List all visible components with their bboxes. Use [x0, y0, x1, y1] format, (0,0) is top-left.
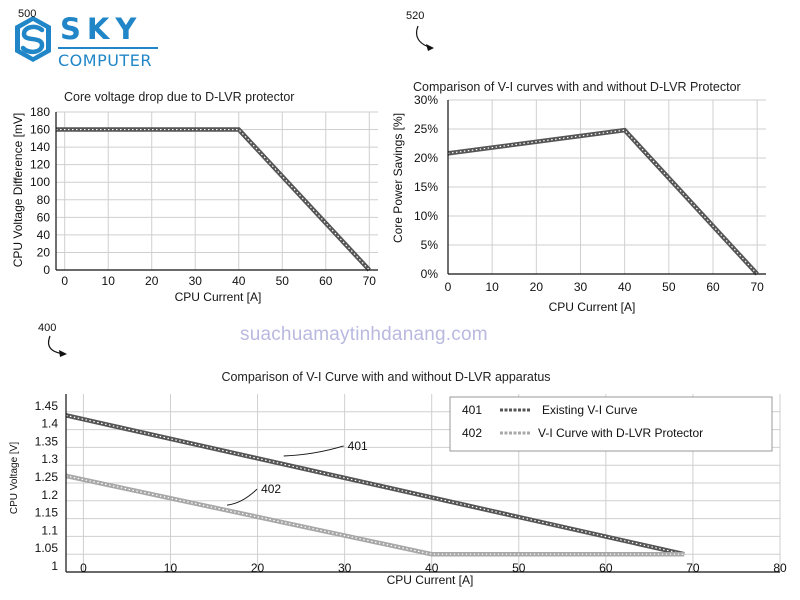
x-tick-label: 0	[80, 561, 87, 575]
annotation-leader	[283, 445, 344, 457]
x-tick-label: 60	[599, 561, 613, 575]
series-line-texture	[56, 128, 370, 271]
x-tick-label: 70	[686, 561, 700, 575]
legend-ref: 402	[462, 426, 482, 440]
y-tick-label: 1.35	[35, 434, 59, 448]
legend-ref: 401	[462, 403, 482, 417]
x-tick-label: 20	[251, 561, 265, 575]
x-axis-label: CPU Current [A]	[549, 300, 636, 314]
y-tick-label: 1.15	[35, 506, 59, 520]
figure-ref-500: 500	[18, 8, 37, 20]
brand-name-computer: COMPUTER	[58, 51, 152, 70]
x-tick-label: 0	[445, 280, 452, 294]
series-401	[65, 413, 685, 557]
chart-title: Core voltage drop due to D-LVR protector	[64, 90, 294, 104]
y-tick-label: 20%	[414, 151, 438, 165]
y-tick-label: 1.1	[41, 523, 58, 537]
series-line-texture	[447, 129, 758, 275]
x-axis-label: CPU Current [A]	[387, 573, 474, 587]
y-tick-label: 1.05	[35, 541, 59, 555]
y-tick-label: 160	[30, 123, 50, 137]
y-tick-label: 1.45	[35, 399, 59, 413]
x-tick-label: 40	[618, 280, 632, 294]
chart-title: Comparison of V-I curves with and withou…	[413, 80, 741, 94]
x-tick-label: 80	[773, 561, 787, 575]
y-tick-label: 180	[30, 105, 50, 119]
x-tick-label: 0	[61, 274, 68, 288]
x-tick-label: 70	[750, 280, 764, 294]
y-tick-label: 1.3	[41, 452, 58, 466]
annotation-label: 402	[261, 482, 281, 496]
x-tick-label: 20	[145, 274, 159, 288]
y-tick-label: 0	[43, 263, 50, 277]
y-tick-label: 1.25	[35, 470, 59, 484]
sky-computer-logo-icon	[15, 16, 51, 62]
y-tick-label: 1	[51, 559, 58, 573]
brand-name-sky: SKY	[60, 12, 143, 46]
figure-ref-520: 520	[406, 10, 425, 22]
y-tick-label: 10%	[414, 209, 438, 223]
x-tick-label: 30	[574, 280, 588, 294]
x-tick-label: 10	[102, 274, 116, 288]
series-line-texture	[65, 414, 685, 555]
y-tick-label: 5%	[421, 238, 439, 252]
x-tick-label: 50	[662, 280, 676, 294]
annotation-401: 401	[283, 439, 368, 457]
y-axis-label: CPU Voltage Difference [mV]	[11, 113, 25, 268]
x-tick-label: 60	[319, 274, 333, 288]
x-tick-label: 40	[425, 561, 439, 575]
y-tick-label: 0%	[421, 267, 439, 281]
x-tick-label: 50	[512, 561, 526, 575]
y-tick-label: 140	[30, 140, 50, 154]
x-tick-label: 70	[363, 274, 377, 288]
x-tick-label: 30	[338, 561, 352, 575]
y-axis-label: Core Power Savings [%]	[391, 113, 405, 243]
y-tick-label: 100	[30, 175, 50, 189]
x-tick-label: 20	[530, 280, 544, 294]
x-tick-label: 30	[189, 274, 203, 288]
y-tick-label: 15%	[414, 180, 438, 194]
y-axis-label: CPU Voltage [V]	[9, 442, 20, 514]
y-tick-label: 80	[37, 193, 51, 207]
brand-divider	[58, 47, 158, 49]
legend-label: Existing V-I Curve	[542, 403, 638, 417]
y-tick-label: 1.2	[41, 488, 58, 502]
figure-ref-400: 400	[38, 322, 57, 334]
x-tick-label: 50	[276, 274, 290, 288]
legend-item-402: 402 V-I Curve with D-LVR Protector	[462, 426, 703, 440]
x-tick-label: 40	[232, 274, 246, 288]
legend-item-401: 401 Existing V-I Curve	[462, 403, 638, 417]
x-tick-label: 10	[164, 561, 178, 575]
x-tick-label: 60	[706, 280, 720, 294]
legend-label: V-I Curve with D-LVR Protector	[538, 426, 703, 440]
x-tick-label: 10	[485, 280, 499, 294]
y-tick-label: 1.4	[41, 417, 58, 431]
y-tick-label: 40	[37, 228, 51, 242]
series-402	[65, 473, 685, 557]
series-0	[56, 127, 371, 272]
watermark-text: suachuamaytinhdanang.com	[240, 324, 488, 345]
y-tick-label: 25%	[414, 122, 438, 136]
annotation-402: 402	[227, 482, 281, 506]
annotation-label: 401	[348, 439, 368, 453]
x-axis-label: CPU Current [A]	[175, 290, 262, 304]
legend-box	[449, 396, 773, 452]
series-0	[447, 127, 759, 276]
y-tick-label: 120	[30, 158, 50, 172]
y-tick-label: 60	[37, 210, 51, 224]
y-tick-label: 30%	[414, 93, 438, 107]
series-line-texture	[65, 475, 685, 555]
chart-title: Comparison of V-I Curve with and without…	[221, 370, 550, 384]
y-tick-label: 20	[37, 245, 51, 259]
annotation-leader	[227, 488, 258, 506]
